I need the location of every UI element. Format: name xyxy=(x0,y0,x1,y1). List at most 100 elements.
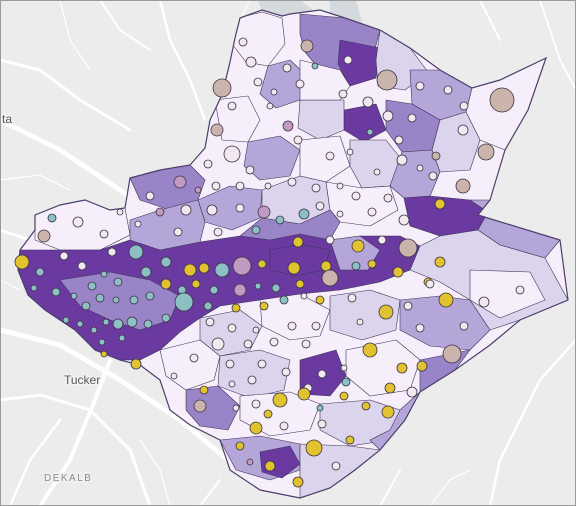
local-road xyxy=(59,0,91,71)
tract-symbol xyxy=(238,37,248,47)
tract-symbol xyxy=(305,439,323,457)
tract-symbol xyxy=(438,292,454,308)
tract-symbol xyxy=(173,227,183,237)
tract-symbol xyxy=(398,238,418,258)
tract-symbol xyxy=(343,55,353,65)
census-tract xyxy=(299,135,351,183)
major-road xyxy=(379,469,401,506)
tract-symbol xyxy=(95,293,105,303)
tract-symbol xyxy=(227,323,237,333)
tract-symbol xyxy=(180,204,192,216)
census-tract xyxy=(229,11,286,67)
tract-symbol xyxy=(100,270,108,278)
tract-symbol xyxy=(143,319,153,329)
tract-symbol xyxy=(254,282,262,290)
place-labels-layer: ta Tucker DEKALB xyxy=(1,111,102,486)
local-road xyxy=(139,439,171,506)
tract-symbol xyxy=(257,205,271,219)
local-road xyxy=(0,279,21,291)
tract-symbol xyxy=(47,213,57,223)
tract-symbol xyxy=(160,256,172,268)
tract-symbol xyxy=(90,326,98,334)
tract-symbol xyxy=(407,113,417,123)
tract-symbol xyxy=(403,301,413,311)
major-road xyxy=(0,58,132,132)
tract-symbol xyxy=(251,399,261,409)
tract-symbol xyxy=(126,316,138,328)
tract-symbol xyxy=(249,421,263,435)
tract-symbol xyxy=(99,229,109,239)
tract-symbol xyxy=(160,278,172,290)
tract-symbol xyxy=(245,56,257,68)
tract-symbol xyxy=(396,154,408,166)
local-road xyxy=(0,174,71,191)
tract-symbol xyxy=(311,62,319,70)
major-road xyxy=(199,479,221,506)
tract-symbol xyxy=(351,261,361,271)
tract-symbol xyxy=(282,63,292,73)
county-label-dekalb: DEKALB xyxy=(44,473,92,484)
interstate-road xyxy=(38,358,112,506)
major-road xyxy=(0,393,152,506)
tract-symbol xyxy=(321,269,339,287)
local-road xyxy=(239,0,251,21)
tract-symbol xyxy=(279,421,289,431)
tract-symbol xyxy=(235,181,245,191)
tract-symbol xyxy=(287,321,297,331)
tract-symbol xyxy=(206,204,218,216)
tract-symbol xyxy=(383,193,393,203)
tract-symbol xyxy=(233,283,247,297)
tract-symbol xyxy=(347,293,357,303)
tract-symbol xyxy=(338,89,348,99)
tract-symbol xyxy=(270,88,278,96)
tract-symbol xyxy=(198,262,210,274)
tract-symbol xyxy=(35,267,45,277)
tract-symbol xyxy=(251,225,261,235)
proportional-symbols-layer[interactable] xyxy=(14,37,525,488)
tract-symbol xyxy=(315,295,325,305)
tract-symbol xyxy=(362,342,378,358)
tract-symbol xyxy=(317,419,327,429)
tract-symbol xyxy=(415,323,425,333)
tract-symbol xyxy=(266,102,274,110)
tract-symbol xyxy=(228,380,236,388)
tract-symbol xyxy=(356,318,364,326)
tract-symbol xyxy=(477,143,495,161)
census-tract xyxy=(337,39,381,87)
tract-symbol xyxy=(281,367,291,377)
tract-symbol xyxy=(247,375,257,385)
county-outline xyxy=(17,9,569,499)
tract-symbol xyxy=(455,178,471,194)
tract-symbol xyxy=(225,359,235,369)
tract-symbol xyxy=(51,287,61,297)
tract-symbol xyxy=(340,364,348,372)
tract-symbol xyxy=(155,207,165,217)
tract-symbol xyxy=(212,78,232,98)
tract-symbol xyxy=(459,321,469,331)
tract-symbol xyxy=(271,283,281,293)
tract-symbol xyxy=(246,458,254,466)
tract-symbol xyxy=(345,435,355,445)
tract-symbol xyxy=(272,392,288,408)
tract-symbol xyxy=(72,216,84,228)
tract-symbol xyxy=(392,266,404,278)
tract-symbol xyxy=(442,344,462,364)
local-road xyxy=(429,469,471,506)
tract-symbol xyxy=(203,159,213,169)
tract-symbol xyxy=(311,183,321,193)
tract-symbol xyxy=(443,85,453,95)
tract-symbol xyxy=(378,304,394,320)
tract-symbol xyxy=(194,186,202,194)
tract-symbol xyxy=(377,235,387,245)
tract-symbol xyxy=(214,262,230,278)
tract-symbol xyxy=(211,181,221,191)
tract-symbol xyxy=(301,339,311,349)
tract-symbol xyxy=(269,337,279,347)
tract-symbol xyxy=(434,198,446,210)
tract-symbol xyxy=(339,391,349,401)
census-tract xyxy=(239,209,341,241)
tract-symbol xyxy=(170,372,178,380)
tract-symbol xyxy=(381,405,395,419)
